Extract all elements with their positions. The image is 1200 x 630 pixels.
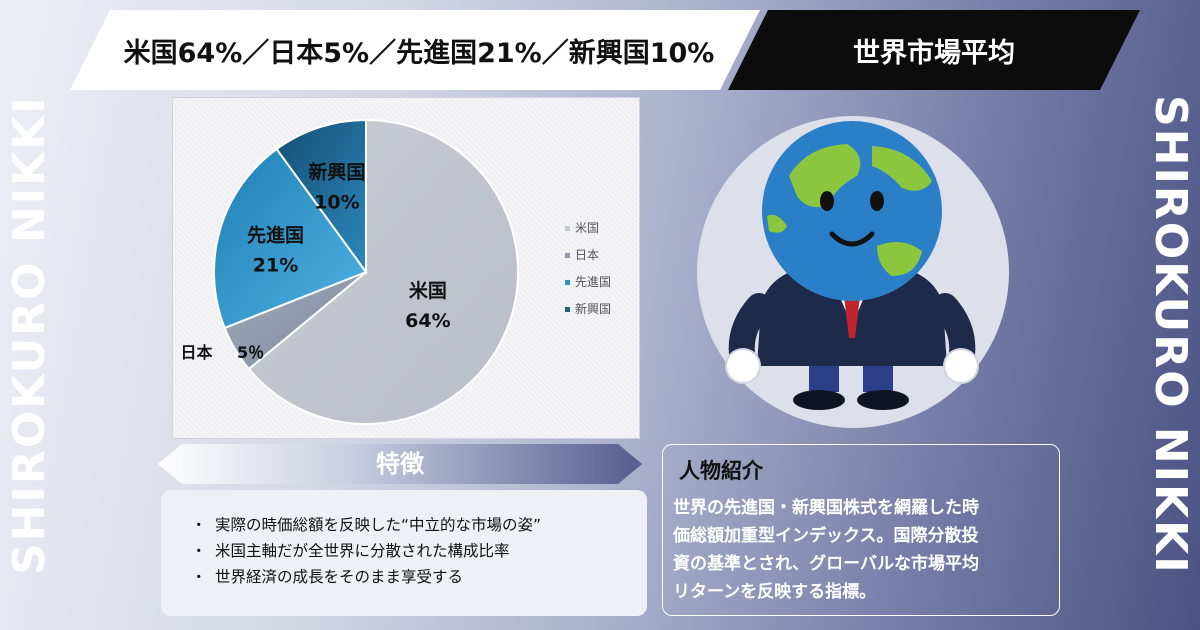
- profile-description: 世界の先進国・新興国株式を網羅した時 価総額加重型インデックス。国際分散投 資の…: [673, 494, 1045, 606]
- side-watermark-right: SHIROKURO NIKKI: [1145, 95, 1196, 575]
- category-label: 世界市場平均: [853, 37, 1015, 69]
- features-title: 特徴: [376, 450, 424, 478]
- slice-value-developed: 21%: [253, 255, 298, 277]
- slice-value-emerging: 10%: [314, 191, 359, 213]
- legend-swatch: [565, 226, 570, 231]
- legend-swatch: [565, 280, 570, 285]
- legend-swatch: [565, 253, 570, 258]
- category-banner: 世界市場平均: [728, 10, 1140, 90]
- slice-label-emerging: 新興国: [308, 160, 365, 183]
- slice-label-japan: 日本: [181, 343, 213, 362]
- profile-line: 価総額加重型インデックス。国際分散投: [673, 526, 979, 546]
- earth-businessman-icon: [725, 121, 979, 410]
- legend-label: 新興国: [575, 301, 611, 316]
- slice-emerging: [275, 118, 367, 276]
- features-arrow: [158, 444, 642, 484]
- legend-label: 日本: [575, 248, 599, 262]
- feature-item: 世界経済の成長をそのまま享受する: [191, 564, 647, 590]
- side-watermark-left: SHIROKURO NIKKI: [4, 95, 55, 575]
- profile-line: 資の基準とされ、グローバルな市場平均: [673, 554, 979, 574]
- slice-label-developed: 先進国: [247, 224, 304, 247]
- slice-value-us: 64%: [405, 310, 450, 332]
- pie-chart-panel: 米国 64% 日本 5％ 先進国 21% 新興国 10% 米国 日本 先進国 新興国: [172, 97, 640, 439]
- allocation-banner: 米国64%／日本5%／先進国21%／新興国10%: [70, 10, 760, 90]
- feature-item: 米国主軸だが全世界に分散された構成比率: [191, 538, 647, 564]
- legend-swatch: [565, 307, 570, 312]
- legend-label: 米国: [575, 221, 599, 235]
- legend-label: 先進国: [575, 275, 611, 289]
- feature-item: 実際の時価総額を反映した“中立的な市場の姿”: [191, 512, 647, 538]
- slice-value-japan: 5％: [237, 343, 264, 362]
- profile-line: 世界の先進国・新興国株式を網羅した時: [673, 498, 979, 518]
- profile-line: リターンを反映する指標。: [673, 582, 877, 602]
- slice-developed: [213, 147, 368, 330]
- slice-us: [247, 118, 519, 425]
- mascot-avatar: [697, 116, 1009, 428]
- profile-title: 人物紹介: [679, 459, 763, 483]
- features-box: 実際の時価総額を反映した“中立的な市場の姿” 米国主軸だが全世界に分散された構成…: [161, 490, 647, 616]
- allocation-text: 米国64%／日本5%／先進国21%／新興国10%: [123, 37, 715, 69]
- profile-box: 人物紹介 世界の先進国・新興国株式を網羅した時 価総額加重型インデックス。国際分…: [662, 444, 1060, 616]
- slice-label-us: 米国: [409, 279, 447, 302]
